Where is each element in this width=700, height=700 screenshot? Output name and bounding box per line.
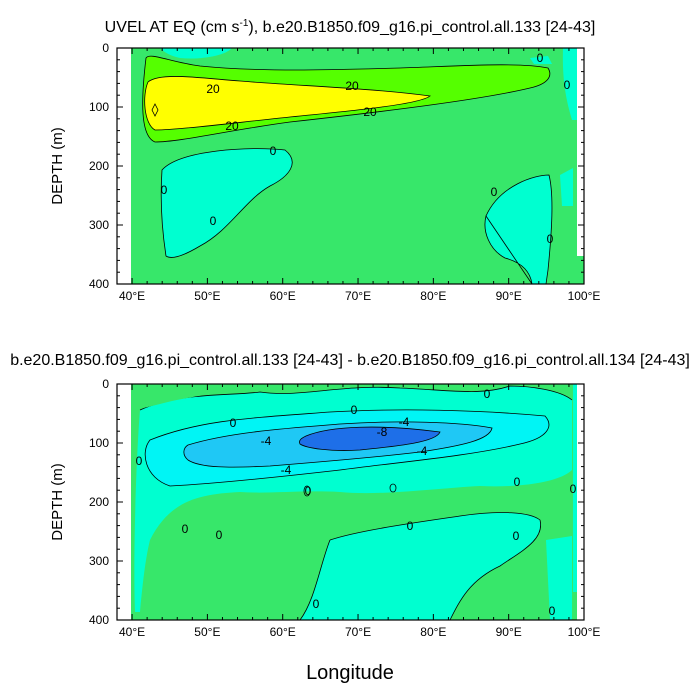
bottom-label-neg8: -8 — [377, 425, 388, 439]
bottom-label-0-m: 0 — [305, 484, 312, 498]
top-label-0-f: 0 — [564, 78, 571, 92]
bottom-label-0-c: 0 — [136, 454, 143, 468]
bottom-neg-se — [546, 536, 572, 620]
top-jet-core-outline — [144, 76, 431, 131]
bottom-east-edge — [573, 384, 577, 592]
bottom-xtick-label: 80°E — [420, 625, 446, 639]
top-xtick-label: 60°E — [270, 289, 296, 303]
bottom-ytick-label: 0 — [102, 377, 109, 391]
bottom-oval-1 — [389, 483, 397, 493]
bottom-label-0-j: 0 — [513, 529, 520, 543]
top-ylabel: DEPTH (m) — [49, 127, 66, 205]
bottom-label-0-l: 0 — [570, 482, 577, 496]
top-neg-east-small — [560, 168, 573, 206]
bottom-xtick-label: 70°E — [345, 625, 371, 639]
bottom-ytick-label: 200 — [89, 495, 109, 509]
top-ytick-label: 400 — [89, 277, 109, 291]
top-cyan-surface-west — [160, 48, 232, 59]
top-xtick-label: 70°E — [345, 289, 371, 303]
top-xtick-label: 40°E — [119, 289, 145, 303]
top-label-0-c: 0 — [210, 214, 217, 228]
top-ytick-label: 100 — [89, 100, 109, 114]
top-label-0-b: 0 — [161, 183, 168, 197]
bottom-neg6-outline — [183, 421, 493, 468]
top-label-20-d: 20 — [225, 119, 239, 133]
top-jet-positive-outline — [142, 55, 551, 143]
bottom-label-0-d: 0 — [182, 522, 189, 536]
top-neg-east — [484, 175, 552, 284]
top-axes: 40°E 50°E 60°E 70°E 80°E 90°E 100°E01002003004… — [89, 41, 600, 303]
bottom-label-0-i: 0 — [514, 475, 521, 489]
top-ytick-label: 300 — [89, 218, 109, 232]
bottom-axes: 40°E 50°E 60°E 70°E 80°E 90°E 100°E 0 100 200 300 4… — [89, 377, 600, 639]
bottom-neg-lower — [300, 512, 541, 620]
bottom-ytick-label: 100 — [89, 436, 109, 450]
bottom-label-0-b: 0 — [230, 416, 237, 430]
bottom-xtick-label: 40°E — [119, 625, 145, 639]
top-xtick-label: 90°E — [496, 289, 522, 303]
bottom-xtick-label: 60°E — [270, 625, 296, 639]
bottom-label-0-g: 0 — [313, 597, 320, 611]
top-plot: 20 20 20 20 0 0 0 0 0 0 0 — [116, 47, 585, 285]
bottom-label-0-h: 0 — [484, 387, 491, 401]
bottom-label-neg4-c: -4 — [417, 444, 428, 458]
bottom-ytick-label: 400 — [89, 613, 109, 627]
top-label-0-a: 0 — [270, 144, 277, 158]
top-neg-east-outline — [484, 174, 553, 285]
bottom-label-0-f: 0 — [407, 519, 414, 533]
bottom-neg2-outline — [144, 409, 550, 487]
top-core-diamond — [151, 103, 159, 117]
top-cyan-surface-east — [530, 56, 552, 64]
bottom-title: b.e20.B1850.f09_g16.pi_control.all.133 [… — [10, 352, 690, 369]
bottom-label-0-e: 0 — [216, 528, 223, 542]
top-label-20-b: 20 — [345, 79, 359, 93]
top-xtick-label: 80°E — [420, 289, 446, 303]
top-jet-core — [144, 76, 430, 130]
bottom-xtick-label: 50°E — [194, 625, 220, 639]
top-neg-west — [161, 148, 293, 258]
bottom-xtick-label: 90°E — [496, 625, 522, 639]
top-cyan-east-strip — [562, 48, 577, 120]
bottom-label-0-k: 0 — [549, 604, 556, 618]
top-label-0-g: 0 — [537, 51, 544, 65]
top-east-land — [577, 48, 584, 256]
bottom-neg10-outline — [299, 426, 441, 451]
top-label-0-d: 0 — [491, 185, 498, 199]
bottom-xlabel: Longitude — [306, 662, 394, 684]
top-ytick-label: 0 — [102, 41, 109, 55]
bottom-xtick-label: 100°E — [568, 625, 601, 639]
bottom-label-neg4-a: -4 — [261, 434, 272, 448]
top-label-20-c: 20 — [363, 105, 377, 119]
top-title: UVEL AT EQ (cm s-1), b.e20.B1850.f09_g16… — [105, 18, 596, 36]
bottom-plot: 0 -4 -4 -4 -4 -8 0 0 0 0 0 0 0 0 0 0 0 0 — [116, 383, 585, 621]
bottom-oval-0 — [303, 485, 311, 497]
bottom-label-0-a: 0 — [351, 403, 358, 417]
bottom-ytick-label: 300 — [89, 554, 109, 568]
bottom-label-neg4-d: -4 — [281, 463, 292, 477]
top-xtick-label: 50°E — [194, 289, 220, 303]
top-xtick-label: 100°E — [568, 289, 601, 303]
top-ytick-label: 200 — [89, 159, 109, 173]
bottom-neg-broad-outline — [139, 385, 573, 411]
bottom-label-neg4-b: -4 — [399, 415, 410, 429]
bottom-neg-lower-outline — [299, 512, 542, 621]
top-label-0-e: 0 — [547, 232, 554, 246]
bottom-ylabel: DEPTH (m) — [49, 463, 66, 541]
top-label-20-a: 20 — [206, 82, 220, 96]
top-neg-west-outline — [160, 148, 293, 258]
bottom-neg-surface-west — [135, 384, 260, 410]
